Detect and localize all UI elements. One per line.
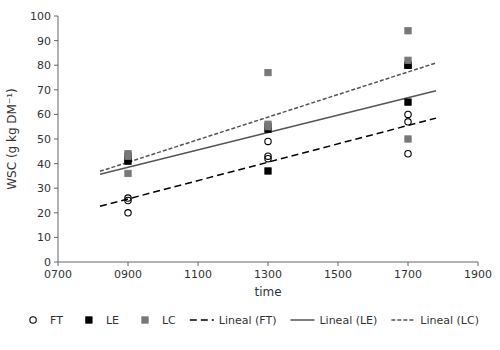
x-tick: [268, 262, 269, 266]
y-tick-label: 50: [37, 133, 51, 146]
x-tick: [58, 262, 59, 266]
line-layer: [100, 63, 436, 206]
regression-line: [100, 91, 436, 175]
y-tick-label: 70: [37, 84, 51, 97]
x-tick: [128, 262, 129, 266]
legend-label: LC: [162, 314, 176, 327]
legend-marker: [30, 317, 36, 323]
chart: 0700 0900 1100 1300 1500 1700 1900 0 10 20 30 40 50 6…: [0, 0, 500, 350]
y-tick: [54, 139, 58, 140]
legend-label: Lineal (FT): [219, 314, 277, 327]
point-layer: [125, 28, 411, 216]
x-tick-label: 0700: [44, 268, 72, 281]
scatter-point: [405, 28, 411, 34]
scatter-point: [405, 119, 411, 125]
scatter-point: [405, 99, 411, 105]
x-tick-label: 1900: [464, 268, 492, 281]
scatter-point: [405, 57, 411, 63]
scatter-point: [265, 168, 271, 174]
plot-marks: [100, 28, 436, 216]
x-tick-label: 1100: [184, 268, 212, 281]
y-tick-label: 60: [37, 108, 51, 121]
x-axis-label: time: [254, 285, 281, 299]
y-tick-label: 80: [37, 59, 51, 72]
scatter-point: [125, 151, 131, 157]
y-tick: [54, 188, 58, 189]
legend-label: Lineal (LE): [319, 314, 377, 327]
x-tick: [338, 262, 339, 266]
y-tick: [54, 237, 58, 238]
legend-item: LC: [142, 314, 176, 327]
y-tick: [54, 89, 58, 90]
y-tick: [54, 40, 58, 41]
legend-item: Lineal (LE): [290, 314, 377, 327]
y-tick-label: 100: [30, 10, 51, 23]
x-tick: [478, 262, 479, 266]
y-tick: [54, 262, 58, 263]
x-tick-label: 1300: [254, 268, 282, 281]
x-tick: [408, 262, 409, 266]
y-tick-label: 90: [37, 35, 51, 48]
legend-item: Lineal (LC): [391, 314, 479, 327]
scatter-point: [125, 195, 131, 201]
y-tick: [54, 163, 58, 164]
legend-marker: [142, 317, 148, 323]
y-tick-label: 10: [37, 231, 51, 244]
scatter-point: [125, 210, 131, 216]
y-tick-label: 30: [37, 182, 51, 195]
y-tick-label: 0: [44, 256, 51, 269]
legend-line: [190, 319, 214, 321]
legend-item: LE: [86, 314, 119, 327]
scatter-point: [405, 151, 411, 157]
scatter-point: [265, 153, 271, 159]
scatter-point: [405, 111, 411, 117]
y-tick: [54, 65, 58, 66]
y-tick: [54, 16, 58, 17]
scatter-point: [405, 136, 411, 142]
scatter-point: [125, 170, 131, 176]
scatter-point: [265, 138, 271, 144]
legend-item: FT: [30, 314, 63, 327]
legend-label: LE: [106, 314, 119, 327]
y-axis-label: WSC (g kg DM⁻¹): [5, 88, 19, 190]
x-tick-label: 0900: [114, 268, 142, 281]
scatter-point: [265, 69, 271, 75]
legend: FT LE LC Lineal (FT) Lineal (LE) Lineal (LC): [30, 314, 479, 327]
scatter-point: [265, 121, 271, 127]
y-tick: [54, 212, 58, 213]
legend-marker: [86, 317, 92, 323]
x-tick: [198, 262, 199, 266]
y-tick-label: 40: [37, 158, 51, 171]
legend-label: Lineal (LC): [420, 314, 479, 327]
legend-line: [290, 319, 314, 321]
x-tick-label: 1700: [394, 268, 422, 281]
legend-line: [391, 319, 415, 321]
legend-item: Lineal (FT): [190, 314, 277, 327]
y-tick: [54, 114, 58, 115]
legend-label: FT: [50, 314, 63, 327]
y-tick-label: 20: [37, 207, 51, 220]
x-tick-label: 1500: [324, 268, 352, 281]
regression-line: [100, 63, 436, 171]
